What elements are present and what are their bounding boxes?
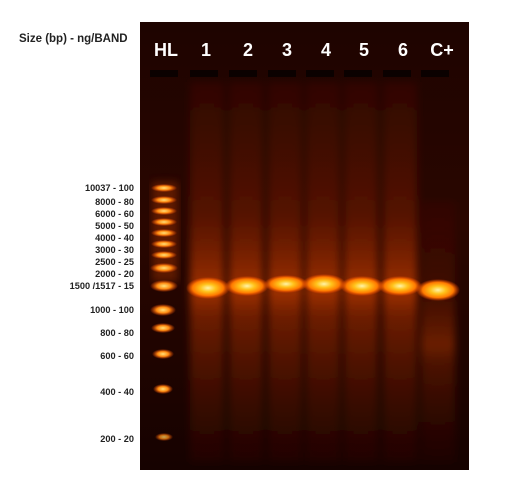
lane-label-cplus: C+ xyxy=(430,40,454,60)
lane-label-2: 2 xyxy=(242,40,254,60)
ladder-label-1000: 1000 - 100 xyxy=(90,305,134,315)
ladder-label-200: 200 - 20 xyxy=(100,434,134,444)
gel-image xyxy=(140,22,469,470)
ladder-label-5000: 5000 - 50 xyxy=(95,221,134,231)
ladder-label-8000: 8000 - 80 xyxy=(95,197,134,207)
ladder-label-1500: 1500 /1517 - 15 xyxy=(69,281,134,291)
lane-label-5: 5 xyxy=(358,40,370,60)
lane-label-3: 3 xyxy=(281,40,293,60)
ladder-label-2500: 2500 - 25 xyxy=(95,257,134,267)
page-title: Size (bp) - ng/BAND xyxy=(19,33,128,45)
ladder-label-6000: 6000 - 60 xyxy=(95,209,134,219)
ladder-label-800: 800 - 80 xyxy=(100,328,134,338)
ladder-label-4000: 4000 - 40 xyxy=(95,233,134,243)
ladder-label-2000: 2000 - 20 xyxy=(95,269,134,279)
lane-smears xyxy=(190,82,455,462)
wells xyxy=(150,70,449,77)
lane-label-6: 6 xyxy=(397,40,409,60)
ladder-label-600: 600 - 60 xyxy=(100,351,134,361)
sample-bands xyxy=(186,274,460,301)
ladder-bands xyxy=(150,182,178,441)
ladder-label-10037: 10037 - 100 xyxy=(84,183,134,193)
gel-svg xyxy=(140,22,469,470)
lane-label-4: 4 xyxy=(320,40,332,60)
ladder-label-3000: 3000 - 30 xyxy=(95,245,134,255)
ladder-label-400: 400 - 40 xyxy=(100,387,134,397)
lane-label-1: 1 xyxy=(200,40,212,60)
gel-background xyxy=(140,22,469,470)
lane-label-hl: HL xyxy=(154,40,178,60)
